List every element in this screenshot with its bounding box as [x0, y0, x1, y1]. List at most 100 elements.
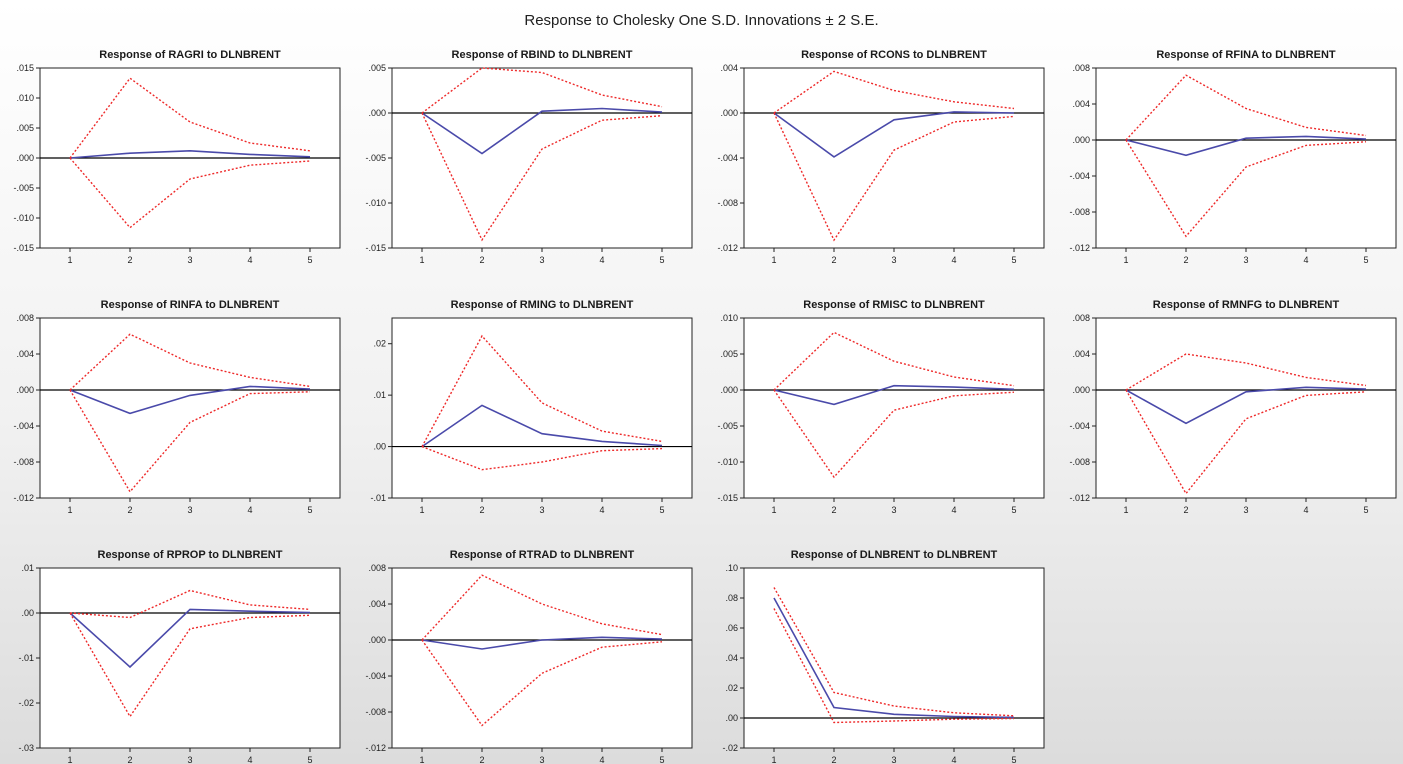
x-tick-label: 1	[771, 755, 776, 764]
y-tick-label: -.02	[18, 698, 34, 708]
chart-panel-1: Response of RAGRI to DLNBRENT .015 .010 .00…	[13, 49, 341, 265]
plot-area	[39, 317, 341, 499]
y-tick-label: -.012	[717, 243, 738, 253]
y-tick-label: .04	[725, 653, 738, 663]
response-line	[69, 385, 311, 415]
y-tick-label: .06	[725, 623, 738, 633]
response-line	[773, 111, 1015, 158]
x-tick-label: 1	[67, 255, 72, 265]
y-tick-label: .00	[21, 608, 34, 618]
y-tick-label: -.015	[13, 243, 34, 253]
x-tick-label: 2	[127, 505, 132, 515]
x-tick-label: 5	[1011, 255, 1016, 265]
y-tick-label: -.015	[717, 493, 738, 503]
response-line	[421, 107, 663, 155]
response-line	[1125, 386, 1367, 425]
chart-panel-9: Response of RPROP to DLNBRENT .01 .00 -.01 -…	[18, 549, 341, 764]
y-tick-label: .005	[368, 63, 386, 73]
y-tick-label: .010	[16, 93, 34, 103]
y-tick-label: -.010	[365, 198, 386, 208]
y-tick-label: -.03	[18, 743, 34, 753]
y-tick-label: -.01	[18, 653, 34, 663]
upper-band-line	[773, 331, 1015, 391]
y-tick-label: .004	[368, 599, 386, 609]
y-tick-label: -.012	[365, 743, 386, 753]
y-tick-label: -.01	[370, 493, 386, 503]
lower-band-line	[69, 389, 311, 493]
y-tick-label: -.010	[13, 213, 34, 223]
x-tick-label: 2	[127, 255, 132, 265]
y-tick-label: .004	[1072, 349, 1090, 359]
x-tick-label: 5	[659, 505, 664, 515]
x-tick-label: 1	[419, 755, 424, 764]
chart-title: Response of RAGRI to DLNBRENT	[99, 49, 281, 61]
y-tick-label: -.004	[365, 671, 386, 681]
plot-area	[391, 317, 693, 499]
y-tick-label: -.004	[1069, 421, 1090, 431]
x-tick-label: 2	[1183, 505, 1188, 515]
x-tick-label: 2	[479, 505, 484, 515]
chart-panel-2: Response of RBIND to DLNBRENT .005 .000 -.0…	[365, 49, 693, 265]
x-tick-label: 4	[247, 505, 252, 515]
x-tick-label: 2	[479, 255, 484, 265]
x-tick-label: 1	[1123, 505, 1128, 515]
x-tick-label: 1	[67, 505, 72, 515]
x-tick-label: 3	[891, 755, 896, 764]
lower-band-line	[421, 639, 663, 727]
plot-area	[743, 67, 1045, 249]
plot-area	[743, 317, 1045, 499]
lower-band-line	[773, 608, 1015, 724]
plot-area	[1095, 67, 1397, 249]
y-tick-label: -.008	[365, 707, 386, 717]
y-tick-label: .000	[368, 108, 386, 118]
x-tick-label: 3	[539, 755, 544, 764]
y-tick-label: .000	[16, 385, 34, 395]
x-tick-label: 4	[1303, 505, 1308, 515]
y-tick-label: -.004	[13, 421, 34, 431]
x-tick-label: 1	[419, 505, 424, 515]
lower-band-line	[773, 389, 1015, 479]
y-tick-label: -.012	[1069, 493, 1090, 503]
x-tick-label: 1	[771, 255, 776, 265]
upper-band-line	[773, 587, 1015, 717]
upper-band-line	[421, 67, 663, 114]
x-tick-label: 1	[67, 755, 72, 764]
x-tick-label: 2	[479, 755, 484, 764]
x-tick-label: 3	[187, 755, 192, 764]
chart-panel-6: Response of RMING to DLNBRENT .02 .01 .00 -.…	[370, 299, 693, 515]
y-tick-label: -.012	[13, 493, 34, 503]
y-tick-label: .004	[16, 349, 34, 359]
plot-area	[391, 567, 693, 749]
plot-area	[39, 567, 341, 749]
x-tick-label: 5	[307, 255, 312, 265]
x-tick-label: 3	[891, 505, 896, 515]
upper-band-line	[69, 77, 311, 159]
y-tick-label: .005	[720, 349, 738, 359]
y-tick-label: .01	[373, 390, 386, 400]
upper-band-line	[773, 70, 1015, 114]
chart-title: Response of RMING to DLNBRENT	[451, 299, 634, 311]
y-tick-label: .08	[725, 593, 738, 603]
y-tick-label: .008	[368, 563, 386, 573]
x-tick-label: 3	[1243, 255, 1248, 265]
chart-title: Response of RPROP to DLNBRENT	[98, 549, 283, 561]
y-tick-label: .10	[725, 563, 738, 573]
chart-panel-8: Response of RMNFG to DLNBRENT .008 .004 .00…	[1069, 299, 1397, 515]
chart-panel-11: Response of DLNBRENT to DLNBRENT .10 .08 .0…	[722, 549, 1045, 764]
y-tick-label: .000	[720, 108, 738, 118]
y-tick-label: .01	[21, 563, 34, 573]
x-tick-label: 2	[831, 505, 836, 515]
lower-band-line	[421, 445, 663, 471]
y-tick-label: .015	[16, 63, 34, 73]
response-line	[421, 636, 663, 650]
chart-title: Response of RMNFG to DLNBRENT	[1153, 299, 1340, 311]
x-tick-label: 5	[659, 255, 664, 265]
response-line	[773, 384, 1015, 406]
x-tick-label: 3	[1243, 505, 1248, 515]
x-tick-label: 4	[1303, 255, 1308, 265]
plot-area	[391, 67, 693, 249]
upper-band-line	[69, 333, 311, 391]
x-tick-label: 4	[247, 255, 252, 265]
y-tick-label: -.004	[1069, 171, 1090, 181]
